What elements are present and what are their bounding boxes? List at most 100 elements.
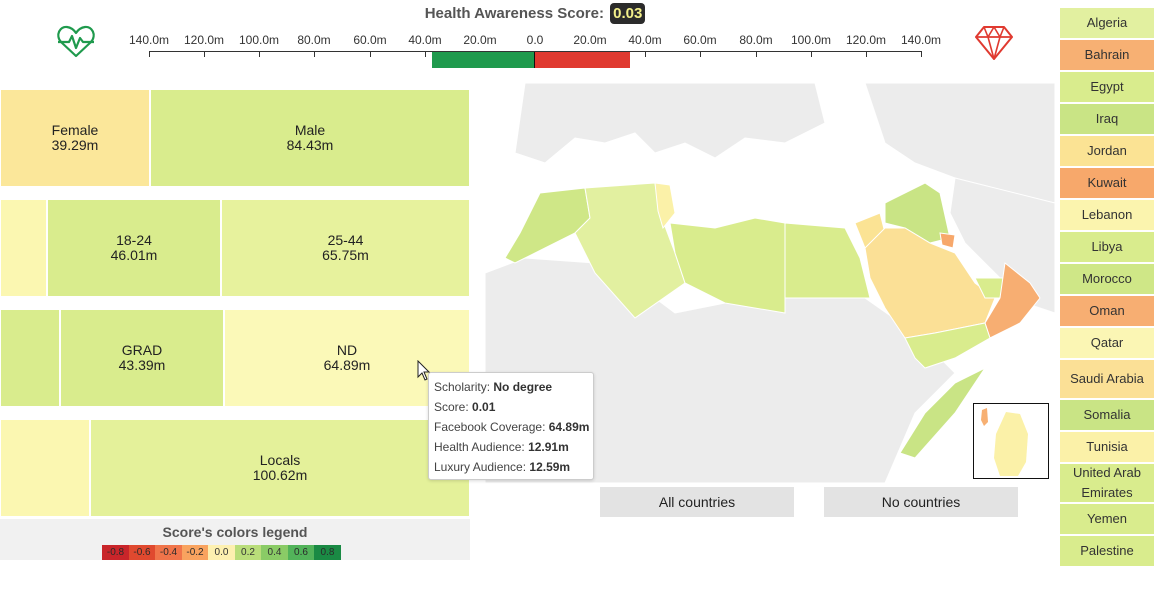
axis-tick (756, 52, 757, 57)
treemap-cell-age-other[interactable] (0, 199, 47, 297)
tooltip-row: Health Audience: 12.91m (434, 437, 588, 457)
tooltip-value: No degree (493, 380, 553, 394)
treemap-cell-residency-other[interactable] (0, 419, 90, 517)
country-item-oman[interactable]: Oman (1060, 296, 1154, 326)
audience-axis (149, 51, 922, 52)
no-countries-button[interactable]: No countries (824, 487, 1018, 517)
legend-cell: 0.4 (261, 545, 288, 560)
axis-tick-label: 100.0m (238, 33, 280, 47)
legend-cell: 0.0 (208, 545, 235, 560)
health-audience-bar (431, 52, 535, 68)
axis-tick (259, 52, 260, 57)
legend-cell: 0.8 (314, 545, 341, 560)
axis-tick (149, 52, 150, 57)
mouse-cursor-icon (417, 359, 431, 382)
cell-label: ND (336, 342, 358, 358)
axis-tick-label: 120.0m (183, 33, 225, 47)
country-item-kuwait[interactable]: Kuwait (1060, 168, 1154, 198)
country-item-libya[interactable]: Libya (1060, 232, 1154, 262)
legend-cell: -0.8 (102, 545, 129, 560)
axis-tick-label: 20.0m (463, 33, 497, 47)
cell-value: 84.43m (286, 137, 334, 153)
treemap-gender: Female 39.29m Male 84.43m (0, 89, 470, 187)
axis-tick-label: 140.0m (128, 33, 170, 47)
axis-tick-label: 20.0m (573, 33, 607, 47)
axis-tick-label: 120.0m (845, 33, 887, 47)
axis-tick-label: 60.0m (683, 33, 717, 47)
treemap-cell-18-24[interactable]: 18-24 46.01m (47, 199, 221, 297)
luxury-audience-bar (535, 52, 631, 68)
country-item-lebanon[interactable]: Lebanon (1060, 200, 1154, 230)
legend-cell: 0.6 (287, 545, 315, 560)
country-item-somalia[interactable]: Somalia (1060, 400, 1154, 430)
tooltip-key: Facebook Coverage: (434, 420, 549, 434)
country-item-egypt[interactable]: Egypt (1060, 72, 1154, 102)
tooltip-value: 12.59m (529, 460, 571, 474)
country-item-saudi-arabia[interactable]: Saudi Arabia (1060, 360, 1154, 398)
axis-tick (811, 52, 812, 57)
country-item-tunisia[interactable]: Tunisia (1060, 432, 1154, 462)
treemap-cell-scholarity-other[interactable] (0, 309, 60, 407)
axis-tick (370, 52, 371, 57)
country-item-jordan[interactable]: Jordan (1060, 136, 1154, 166)
score-title: Health Awareness Score: 0.03 (300, 3, 770, 24)
country-item-united-arab-emirates[interactable]: United Arab Emirates (1060, 464, 1154, 502)
treemap-cell-grad[interactable]: GRAD 43.39m (60, 309, 224, 407)
treemap-cell-locals[interactable]: Locals 100.62m (90, 419, 470, 517)
cell-value: 43.39m (118, 357, 166, 373)
legend-cell: -0.4 (155, 545, 182, 560)
all-countries-button[interactable]: All countries (600, 487, 794, 517)
axis-tick-label: 40.0m (408, 33, 442, 47)
cell-label: Male (294, 122, 326, 138)
map-tunisia (654, 182, 676, 230)
map-yemen (904, 322, 991, 369)
map-oman (984, 262, 1041, 339)
tooltip-key: Score: (434, 400, 473, 414)
country-item-iraq[interactable]: Iraq (1060, 104, 1154, 134)
score-legend: Score's colors legend -0.8 -0.6 -0.4 -0.2 0.… (0, 519, 470, 560)
tooltip-key: Luxury Audience: (434, 460, 530, 474)
axis-tick-label: 40.0m (628, 33, 662, 47)
axis-tick (645, 52, 646, 57)
treemap-cell-female[interactable]: Female 39.29m (0, 89, 150, 187)
axis-tick-label: 60.0m (353, 33, 387, 47)
country-item-morocco[interactable]: Morocco (1060, 264, 1154, 294)
axis-tick (425, 52, 426, 57)
score-badge: 0.03 (610, 3, 646, 24)
country-item-palestine[interactable]: Palestine (1060, 536, 1154, 566)
treemap-tooltip: Scholarity: No degree Score: 0.01 Facebo… (428, 372, 594, 480)
tooltip-value: 0.01 (472, 400, 496, 414)
axis-tick-label: 100.0m (790, 33, 832, 47)
cell-label: Locals (259, 452, 301, 468)
map-kuwait (939, 232, 956, 249)
axis-tick (700, 52, 701, 57)
axis-tick (204, 52, 205, 57)
axis-zero-line (534, 52, 535, 68)
cell-value: 100.62m (252, 467, 308, 483)
tooltip-row: Facebook Coverage: 64.89m (434, 417, 589, 437)
tooltip-row: Luxury Audience: 12.59m (434, 457, 588, 477)
treemap-cell-male[interactable]: Male 84.43m (150, 89, 470, 187)
legend-cell: 0.2 (234, 545, 262, 560)
legend-title: Score's colors legend (162, 524, 308, 540)
map-inset-bahrain (973, 403, 1049, 479)
country-item-bahrain[interactable]: Bahrain (1060, 40, 1154, 70)
country-item-yemen[interactable]: Yemen (1060, 504, 1154, 534)
tooltip-key: Health Audience: (434, 440, 529, 454)
axis-tick (921, 52, 922, 57)
axis-tick-label: 140.0m (900, 33, 942, 47)
gem-icon (975, 25, 1013, 61)
map-iraq (884, 182, 951, 244)
tooltip-value: 12.91m (528, 440, 569, 454)
score-label: Health Awareness Score: (424, 5, 604, 22)
cell-value: 46.01m (110, 247, 158, 263)
country-item-algeria[interactable]: Algeria (1060, 8, 1154, 38)
heartbeat-icon (56, 25, 96, 59)
legend-cell: -0.6 (128, 545, 156, 560)
country-item-qatar[interactable]: Qatar (1060, 328, 1154, 358)
axis-tick-label: 0.0 (526, 33, 544, 47)
treemap-age: 18-24 46.01m 25-44 65.75m (0, 199, 470, 297)
treemap-cell-25-44[interactable]: 25-44 65.75m (221, 199, 470, 297)
axis-tick (314, 52, 315, 57)
cell-label: Female (51, 122, 99, 138)
